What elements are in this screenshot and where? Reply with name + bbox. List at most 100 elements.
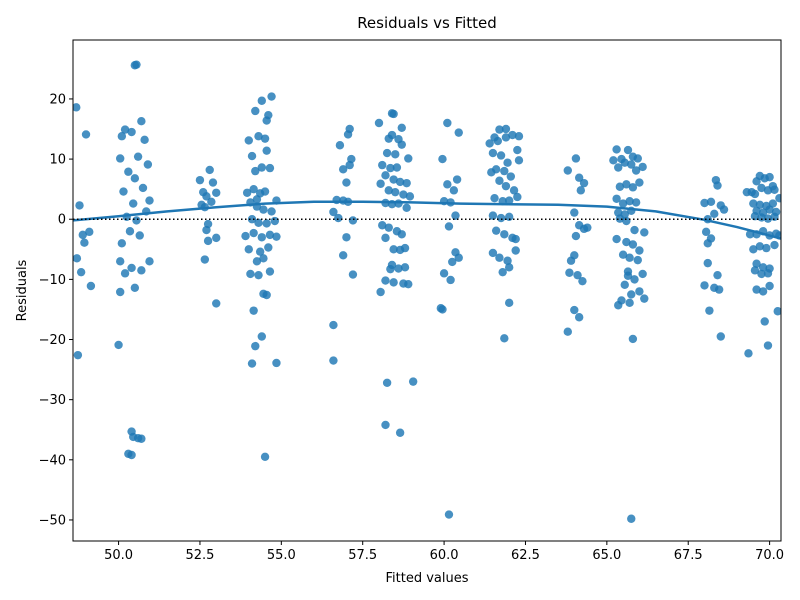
scatter-point (252, 257, 262, 266)
scatter-point (438, 154, 447, 164)
scatter-point (345, 124, 354, 134)
scatter-point (244, 136, 253, 145)
scatter-point (342, 178, 351, 187)
scatter-point (511, 246, 520, 255)
scatter-point (384, 223, 393, 232)
scatter-point (757, 213, 766, 222)
scatter-point (570, 305, 579, 315)
chart-title: Residuals vs Fitted (357, 14, 497, 32)
scatter-point (212, 233, 221, 243)
scatter-point (758, 287, 768, 296)
scatter-point (449, 186, 459, 195)
scatter-point (775, 193, 781, 203)
scatter-point (570, 208, 579, 217)
scatter-point (119, 187, 128, 196)
scatter-point (342, 233, 351, 242)
scatter-point (755, 242, 765, 251)
x-tick-label: 52.5 (185, 548, 214, 563)
scatter-point (392, 163, 402, 172)
scatter-point (404, 279, 413, 289)
scatter-point (504, 263, 514, 272)
scatter-point (408, 377, 418, 386)
scatter-point (749, 245, 758, 254)
scatter-point (488, 211, 498, 220)
scatter-point (579, 178, 589, 188)
scatter-point (496, 213, 506, 223)
scatter-point (488, 248, 498, 258)
scatter-point (117, 132, 127, 141)
x-tick-label: 60.0 (430, 548, 459, 563)
scatter-point (143, 160, 153, 169)
scatter-point (628, 240, 638, 249)
y-axis-label: Residuals (15, 259, 30, 321)
x-tick-label: 65.0 (592, 548, 621, 563)
scatter-point (583, 223, 592, 232)
scatter-point (495, 125, 504, 134)
scatter-point (202, 192, 211, 201)
scatter-point (249, 184, 258, 194)
scatter-point (750, 189, 760, 199)
scatter-point (752, 285, 761, 294)
scatter-point (244, 245, 253, 254)
scatter-point (574, 173, 584, 182)
scatter-point (73, 350, 83, 360)
scatter-point (446, 275, 455, 285)
y-tick-label: −30 (39, 393, 66, 408)
scatter-point (205, 165, 214, 175)
x-tick-label: 62.5 (511, 548, 540, 563)
scatter-point (257, 233, 266, 242)
scatter-point (495, 253, 504, 262)
scatter-point (145, 257, 154, 266)
scatter-point (714, 285, 724, 294)
scatter-point (395, 428, 405, 437)
scatter-point (514, 132, 524, 141)
scatter-point (635, 287, 644, 296)
scatter-point (570, 251, 579, 260)
scatter-point (116, 257, 125, 266)
scatter-point (127, 263, 136, 273)
scatter-point (620, 158, 629, 167)
scatter-point (386, 264, 395, 274)
scatter-point (752, 259, 761, 268)
scatter-point (763, 341, 773, 350)
scatter-point (487, 168, 496, 177)
scatter-point (491, 226, 501, 235)
y-tick-label: 0 (58, 213, 66, 228)
scatter-point (635, 178, 644, 187)
scatter-point (635, 246, 644, 255)
scatter-point (242, 188, 252, 197)
scatter-point (270, 216, 280, 226)
scatter-point (120, 269, 130, 278)
scatter-point (622, 216, 631, 226)
scatter-point (612, 234, 621, 244)
scatter-point (262, 116, 271, 125)
scatter-point (501, 181, 511, 191)
scatter-point (444, 222, 454, 231)
scatter-point (348, 216, 358, 225)
scatter-point (627, 514, 636, 523)
scatter-point (208, 178, 218, 187)
y-tick-label: −50 (39, 513, 66, 528)
scatter-point (508, 130, 517, 140)
scatter-point (402, 203, 411, 212)
scatter-point (348, 270, 358, 279)
scatter-point (501, 133, 511, 142)
scatter-point (264, 243, 273, 252)
scatter-point (719, 205, 729, 214)
scatter-point (399, 190, 408, 199)
scatter-point (612, 145, 621, 154)
x-tick-label: 55.0 (267, 548, 296, 563)
scatter-point (265, 163, 275, 173)
scatter-point (384, 186, 393, 195)
scatter-point (133, 152, 143, 161)
scatter-point (397, 140, 406, 149)
scatter-point (405, 192, 415, 201)
scatter-point (338, 251, 348, 260)
scatter-point (124, 167, 133, 176)
scatter-point (488, 148, 498, 158)
scatter-point (514, 156, 524, 165)
scatter-point (127, 127, 136, 137)
scatter-point (376, 179, 385, 188)
trend-line (73, 200, 781, 240)
scatter-point (511, 234, 520, 244)
